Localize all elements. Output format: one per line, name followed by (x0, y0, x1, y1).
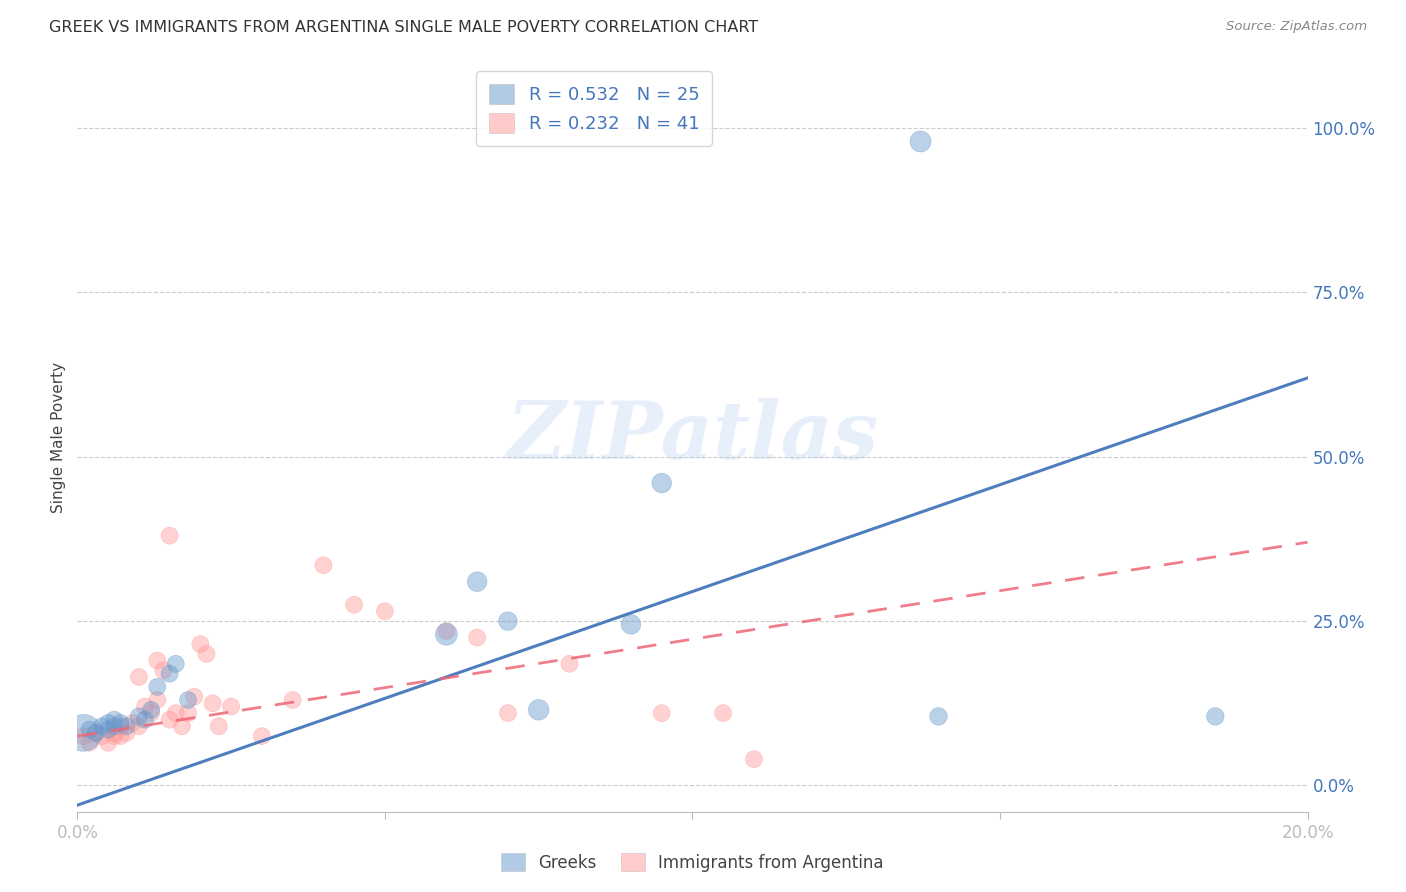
Point (146, 693, 169, 707)
Legend: Greeks, Immigrants from Argentina: Greeks, Immigrants from Argentina (495, 847, 890, 879)
Point (115, 726, 138, 740)
Point (374, 604, 396, 618)
Point (128, 709, 150, 723)
Point (250, 729, 273, 743)
Point (97, 723, 120, 737)
Point (72, 729, 94, 743)
Point (97, 736, 120, 750)
Point (908, 134, 931, 148)
Point (527, 703, 550, 717)
Point (146, 654, 169, 668)
Point (195, 647, 218, 661)
Point (219, 699, 242, 714)
Point (152, 664, 174, 678)
Point (141, 703, 163, 717)
Point (115, 719, 138, 733)
Point (134, 699, 156, 714)
Point (165, 657, 187, 671)
Point (103, 726, 125, 740)
Point (72, 726, 94, 740)
Point (159, 713, 181, 727)
Text: Source: ZipAtlas.com: Source: ZipAtlas.com (1226, 20, 1367, 33)
Point (465, 631, 488, 645)
Point (711, 706, 734, 720)
Point (128, 670, 150, 684)
Point (103, 713, 125, 727)
Point (90, 729, 114, 743)
Point (165, 706, 187, 720)
Point (134, 713, 156, 727)
Point (128, 719, 150, 733)
Point (110, 716, 132, 731)
Point (170, 719, 193, 733)
Point (103, 719, 125, 733)
Point (343, 598, 366, 612)
Point (121, 716, 143, 731)
Point (928, 709, 950, 723)
Point (159, 529, 181, 543)
Point (110, 719, 132, 733)
Text: ZIPatlas: ZIPatlas (506, 399, 879, 475)
Point (496, 706, 519, 720)
Point (79, 723, 101, 737)
Point (84, 726, 107, 740)
Point (97, 716, 120, 731)
Point (79, 736, 101, 750)
Point (177, 706, 200, 720)
Point (146, 680, 169, 694)
Point (141, 706, 163, 720)
Point (159, 666, 181, 681)
Point (281, 693, 304, 707)
Point (183, 690, 205, 704)
Point (651, 706, 673, 720)
Point (465, 574, 488, 589)
Point (651, 476, 673, 491)
Point (312, 558, 335, 573)
Point (436, 627, 458, 641)
Y-axis label: Single Male Poverty: Single Male Poverty (51, 361, 66, 513)
Point (188, 637, 212, 651)
Text: GREEK VS IMMIGRANTS FROM ARGENTINA SINGLE MALE POVERTY CORRELATION CHART: GREEK VS IMMIGRANTS FROM ARGENTINA SINGL… (49, 20, 758, 35)
Point (90, 719, 114, 733)
Point (103, 729, 125, 743)
Point (496, 614, 519, 628)
Point (177, 693, 200, 707)
Point (436, 624, 458, 638)
Point (208, 719, 231, 733)
Point (742, 752, 765, 766)
Point (84, 726, 107, 740)
Point (558, 657, 581, 671)
Point (1204, 709, 1226, 723)
Point (620, 617, 643, 632)
Point (110, 729, 132, 743)
Point (201, 696, 224, 710)
